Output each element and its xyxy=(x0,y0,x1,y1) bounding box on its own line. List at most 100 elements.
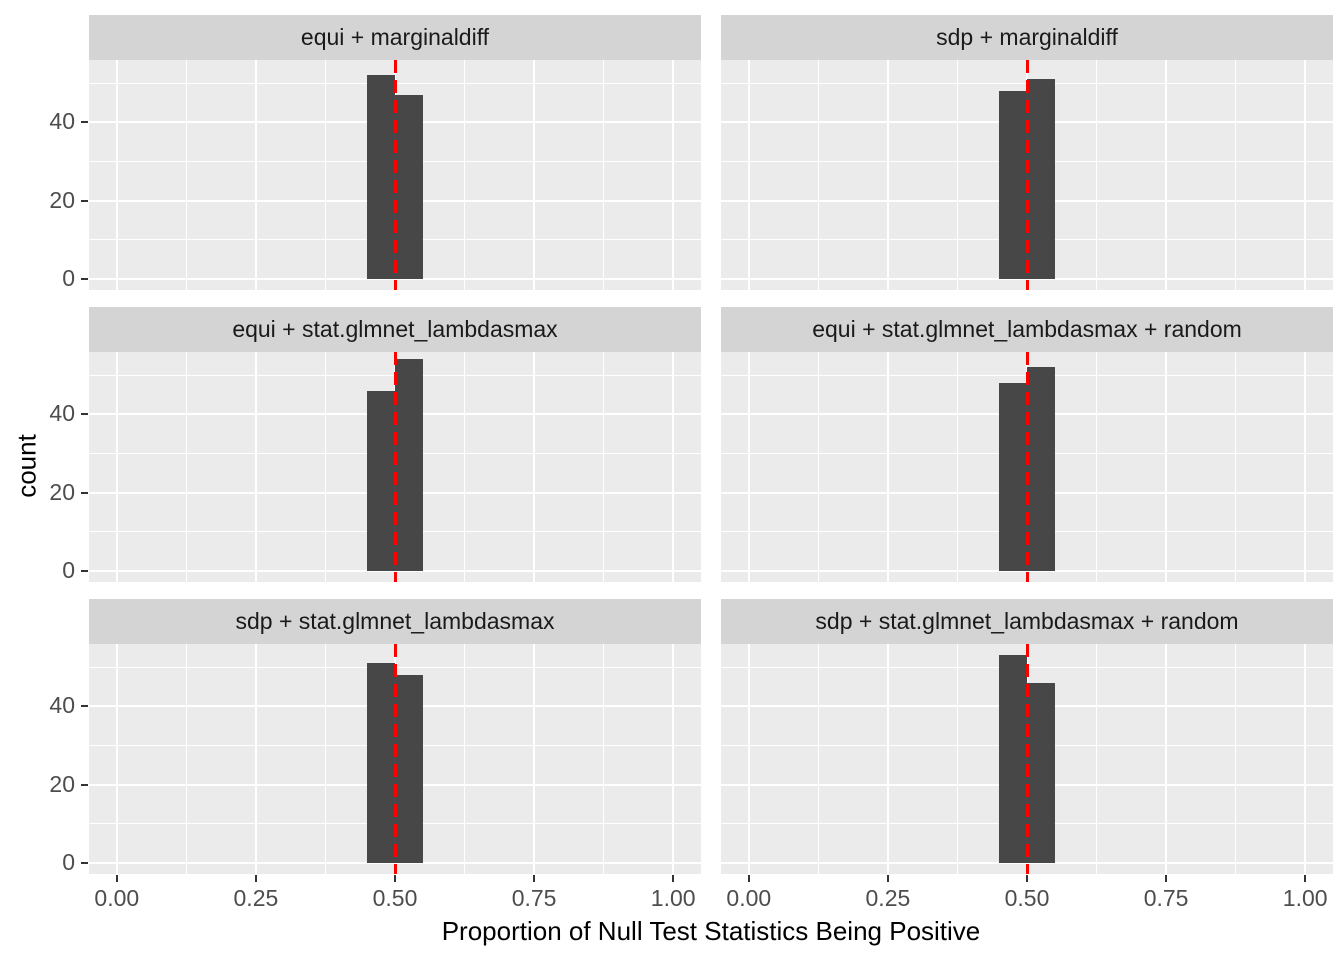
x-tick-mark xyxy=(394,875,396,882)
gridline-major-x xyxy=(1165,352,1168,582)
gridline-major-x xyxy=(1304,644,1307,874)
histogram-bar xyxy=(999,655,1027,864)
histogram-bar xyxy=(367,390,395,572)
x-tick-mark xyxy=(886,875,889,882)
reference-vline xyxy=(1025,352,1029,582)
gridline-major-x xyxy=(115,60,118,290)
gridline-minor-x xyxy=(956,352,958,582)
reference-vline xyxy=(393,60,397,290)
y-tick-label: 20 xyxy=(49,770,75,797)
gridline-minor-x xyxy=(464,352,466,582)
facet-strip: equi + marginaldiff xyxy=(89,15,701,60)
x-tick-mark xyxy=(1165,875,1168,882)
gridline-minor-x xyxy=(185,644,187,874)
gridline-major-x xyxy=(672,60,675,290)
y-tick-label: 0 xyxy=(62,849,75,876)
facet-title: equi + stat.glmnet_lambdasmax xyxy=(232,316,558,342)
y-tick-label: 40 xyxy=(49,692,75,719)
y-tick-mark xyxy=(81,413,88,416)
gridline-minor-x xyxy=(464,644,466,874)
facet-title: equi + marginaldiff xyxy=(300,24,490,50)
histogram-bar xyxy=(395,94,423,280)
gridline-minor-x xyxy=(817,644,819,874)
y-tick-label: 40 xyxy=(49,108,75,135)
y-tick-mark xyxy=(81,491,88,494)
y-tick-mark xyxy=(81,278,88,281)
gridline-major-x xyxy=(1304,352,1307,582)
facet-panel xyxy=(89,60,701,290)
facet-panel xyxy=(721,644,1333,874)
facet-panel xyxy=(89,644,701,874)
gridline-major-x xyxy=(747,60,750,290)
x-tick-mark xyxy=(1026,875,1028,882)
facet-strip: sdp + marginaldiff xyxy=(721,15,1333,60)
gridline-major-x xyxy=(533,644,536,874)
histogram-bar xyxy=(395,674,423,864)
x-axis-title: Proportion of Null Test Statistics Being… xyxy=(441,916,981,946)
gridline-minor-x xyxy=(1096,644,1098,874)
x-tick-mark xyxy=(747,875,750,882)
gridline-minor-x xyxy=(464,60,466,290)
gridline-minor-x xyxy=(603,352,605,582)
gridline-minor-x xyxy=(185,352,187,582)
gridline-minor-x xyxy=(956,60,958,290)
x-tick-label: 0.00 xyxy=(94,885,140,911)
x-tick-label: 0.50 xyxy=(1004,885,1050,911)
y-tick-label: 40 xyxy=(49,400,75,427)
reference-vline xyxy=(393,644,397,874)
x-tick-mark xyxy=(115,875,118,882)
facet-panel xyxy=(721,60,1333,290)
gridline-minor-x xyxy=(1235,644,1237,874)
gridline-major-x xyxy=(1165,60,1168,290)
y-tick-mark xyxy=(81,783,88,786)
y-tick-mark xyxy=(81,705,88,708)
x-tick-label: 0.00 xyxy=(726,885,772,911)
facet-panel xyxy=(721,352,1333,582)
histogram-bar xyxy=(999,382,1027,572)
gridline-minor-x xyxy=(324,352,326,582)
gridline-minor-x xyxy=(1235,60,1237,290)
gridline-major-x xyxy=(886,60,889,290)
x-tick-label: 0.25 xyxy=(233,885,279,911)
y-tick-mark xyxy=(81,570,88,573)
gridline-major-x xyxy=(1304,60,1307,290)
gridline-major-x xyxy=(886,352,889,582)
gridline-major-x xyxy=(533,352,536,582)
gridline-minor-x xyxy=(324,644,326,874)
y-tick-mark xyxy=(81,862,88,865)
histogram-bar xyxy=(1027,367,1055,571)
gridline-major-x xyxy=(254,644,257,874)
gridline-major-x xyxy=(254,60,257,290)
x-tick-mark xyxy=(672,875,675,882)
gridline-minor-x xyxy=(1096,60,1098,290)
reference-vline xyxy=(1025,60,1029,290)
gridline-major-x xyxy=(1165,644,1168,874)
x-tick-label: 0.75 xyxy=(1143,885,1189,911)
gridline-minor-x xyxy=(324,60,326,290)
gridline-major-x xyxy=(115,352,118,582)
histogram-bar xyxy=(395,359,423,572)
facet-strip: equi + stat.glmnet_lambdasmax + random xyxy=(721,307,1333,352)
facet-strip: sdp + stat.glmnet_lambdasmax + random xyxy=(721,599,1333,644)
gridline-minor-x xyxy=(603,644,605,874)
gridline-major-x xyxy=(672,644,675,874)
gridline-major-x xyxy=(747,644,750,874)
x-tick-mark xyxy=(533,875,536,882)
gridline-minor-x xyxy=(817,60,819,290)
gridline-minor-x xyxy=(603,60,605,290)
gridline-major-x xyxy=(533,60,536,290)
facet-title: sdp + marginaldiff xyxy=(936,24,1118,50)
x-tick-mark xyxy=(1304,875,1307,882)
gridline-minor-x xyxy=(1096,352,1098,582)
y-tick-label: 20 xyxy=(49,478,75,505)
gridline-major-x xyxy=(747,352,750,582)
y-tick-mark xyxy=(81,199,88,202)
histogram-bar xyxy=(1027,682,1055,864)
x-tick-label: 0.25 xyxy=(865,885,911,911)
gridline-major-x xyxy=(115,644,118,874)
gridline-major-x xyxy=(672,352,675,582)
facet-strip: sdp + stat.glmnet_lambdasmax xyxy=(89,599,701,644)
gridline-minor-x xyxy=(817,352,819,582)
y-tick-label: 0 xyxy=(62,557,75,584)
